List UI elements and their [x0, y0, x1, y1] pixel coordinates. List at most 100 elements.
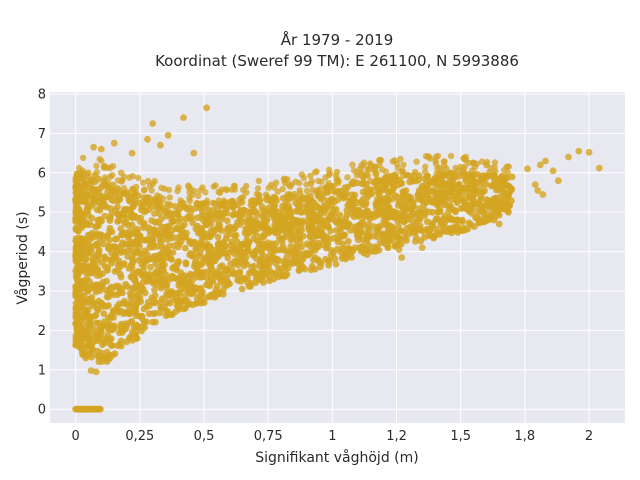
- data-point: [429, 221, 437, 229]
- data-point: [186, 204, 193, 212]
- data-point: [100, 234, 107, 242]
- data-point: [127, 208, 135, 216]
- data-point: [158, 244, 166, 251]
- data-point: [74, 312, 82, 319]
- data-point: [359, 236, 367, 244]
- data-point: [99, 278, 107, 286]
- data-point: [336, 191, 344, 198]
- data-point: [128, 254, 136, 261]
- data-point: [79, 154, 87, 162]
- data-point: [180, 221, 188, 229]
- data-point: [129, 203, 137, 211]
- data-point: [452, 192, 460, 200]
- data-point: [477, 195, 485, 203]
- data-point: [111, 236, 119, 243]
- data-point: [391, 157, 398, 164]
- data-point: [288, 215, 296, 223]
- data-point: [172, 203, 179, 210]
- data-point: [480, 210, 488, 218]
- data-point: [413, 158, 420, 165]
- data-point: [101, 174, 109, 181]
- data-point: [175, 282, 183, 289]
- data-point: [133, 328, 140, 335]
- data-point: [190, 238, 198, 246]
- data-point: [409, 177, 416, 185]
- data-point: [315, 177, 322, 185]
- data-point: [411, 168, 419, 176]
- data-point: [218, 212, 226, 220]
- data-point: [453, 216, 461, 224]
- data-point: [474, 171, 482, 178]
- data-point: [439, 220, 446, 228]
- data-point: [137, 298, 145, 306]
- data-point: [367, 177, 374, 184]
- data-point: [112, 307, 120, 314]
- data-point: [398, 254, 406, 261]
- data-point: [212, 182, 219, 189]
- data-point: [215, 200, 223, 208]
- data-point: [378, 185, 386, 192]
- data-point: [143, 303, 150, 311]
- data-point: [462, 205, 469, 213]
- data-point: [166, 201, 174, 209]
- data-point: [121, 240, 129, 248]
- data-point: [128, 317, 136, 325]
- data-point: [92, 368, 100, 376]
- data-point: [364, 172, 372, 179]
- data-point: [433, 215, 441, 222]
- data-point: [87, 245, 95, 252]
- data-point: [238, 285, 246, 293]
- data-point: [444, 181, 452, 189]
- data-point: [79, 349, 86, 356]
- data-point: [230, 210, 238, 218]
- data-point: [74, 170, 81, 177]
- data-point: [318, 190, 325, 198]
- x-tick-label: 1,2: [386, 429, 407, 444]
- data-point: [135, 248, 142, 256]
- data-point: [426, 232, 434, 240]
- data-point: [136, 199, 144, 207]
- data-point: [373, 244, 381, 251]
- data-point: [418, 244, 426, 252]
- data-point: [73, 203, 81, 210]
- data-point: [82, 330, 90, 338]
- data-point: [408, 202, 416, 209]
- data-point: [101, 162, 108, 170]
- data-point: [104, 321, 112, 329]
- data-point: [384, 188, 392, 196]
- data-point: [374, 177, 381, 184]
- data-point: [291, 190, 298, 198]
- data-point: [158, 215, 165, 222]
- data-point: [461, 163, 468, 170]
- data-point: [296, 239, 304, 247]
- data-point: [503, 163, 511, 171]
- data-point: [281, 180, 289, 187]
- data-point: [403, 236, 410, 244]
- data-point: [198, 225, 206, 233]
- data-point: [177, 197, 184, 204]
- data-point: [137, 218, 144, 226]
- data-point: [195, 192, 202, 199]
- data-point: [465, 159, 473, 167]
- data-point: [536, 161, 544, 169]
- y-tick-label: 0: [38, 403, 46, 418]
- data-point: [92, 241, 99, 249]
- data-point: [110, 139, 118, 147]
- data-point: [325, 180, 332, 187]
- data-point: [158, 281, 166, 288]
- data-point: [84, 169, 92, 177]
- data-point: [365, 191, 373, 199]
- data-point: [316, 205, 324, 213]
- data-point: [452, 164, 459, 172]
- data-point: [95, 175, 102, 183]
- x-tick-label: 1,8: [515, 429, 536, 444]
- data-point: [469, 195, 477, 202]
- data-point: [330, 182, 337, 189]
- data-point: [250, 252, 257, 259]
- data-point: [86, 295, 94, 303]
- data-point: [82, 264, 89, 272]
- data-point: [281, 272, 289, 280]
- data-point: [182, 260, 190, 268]
- data-point: [131, 297, 139, 305]
- data-point: [266, 227, 273, 235]
